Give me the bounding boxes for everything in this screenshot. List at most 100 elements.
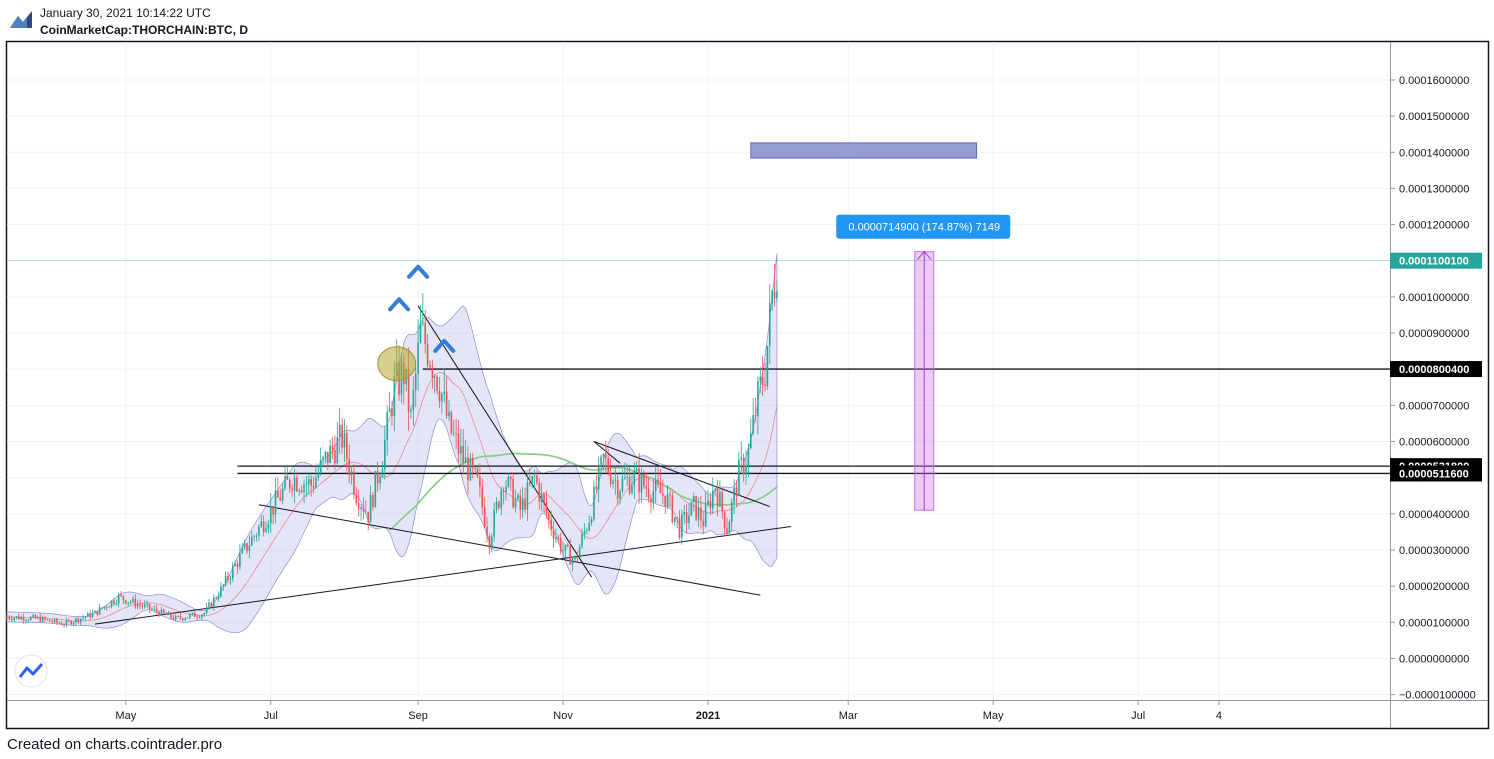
candle-body	[384, 440, 386, 470]
candle-body	[602, 454, 605, 457]
candle-body	[296, 477, 298, 492]
candle-body	[505, 486, 507, 493]
candle-body	[357, 503, 360, 510]
candle-body	[728, 522, 731, 534]
candle-body	[574, 556, 576, 560]
candle-body	[269, 506, 272, 524]
candle-body	[493, 509, 495, 537]
candle-body	[196, 616, 198, 618]
candle-body	[638, 468, 640, 493]
candle-body	[6, 616, 8, 618]
candle-body	[605, 454, 607, 459]
candle-body	[445, 391, 448, 417]
candle-body	[616, 480, 619, 499]
candle-body	[690, 501, 693, 516]
x-tick-label: Jul	[1131, 710, 1145, 722]
candle-body	[621, 478, 624, 491]
candle-body	[583, 531, 586, 535]
candle-body	[545, 501, 548, 514]
candle-body	[167, 612, 170, 615]
candle-body	[590, 519, 593, 523]
candle-body	[281, 488, 284, 501]
candle-body	[426, 344, 429, 365]
trendline-triangle-cap	[593, 441, 621, 464]
candle-body	[624, 477, 626, 479]
trend-drawings	[6, 253, 1390, 634]
candle-body	[165, 612, 168, 615]
candle-body	[229, 578, 232, 580]
candle-body	[643, 474, 645, 487]
candle-body	[521, 498, 524, 510]
candle-body	[67, 620, 70, 622]
candle-body	[250, 536, 253, 546]
candle-body	[450, 411, 453, 434]
candle-body	[730, 502, 733, 523]
candle-body	[272, 506, 274, 515]
candle-body	[564, 544, 567, 551]
candle-body	[239, 553, 241, 567]
candle-body	[578, 546, 581, 558]
candle-body	[669, 494, 671, 496]
candle-body	[246, 543, 248, 551]
candle-body	[151, 609, 153, 610]
candle-body	[32, 615, 34, 618]
candle-body	[77, 618, 80, 623]
candle-body	[740, 457, 743, 460]
bollinger-band	[6, 253, 778, 634]
candle-body	[721, 492, 724, 512]
candle-body	[117, 594, 120, 604]
candle-body	[676, 517, 678, 519]
candle-body	[319, 459, 322, 473]
candle-body	[284, 476, 286, 489]
candle-body	[343, 433, 346, 448]
price-chart[interactable]: 0.0001600000 0.0001500000 0.0001400000 0.00…	[0, 0, 1494, 730]
candle-body	[113, 600, 115, 604]
candle-body	[253, 536, 255, 538]
candle-body	[581, 534, 583, 547]
candle-body	[10, 618, 13, 620]
candle-body	[457, 433, 460, 454]
price-label: 0.0001100100	[1399, 256, 1469, 268]
x-tick-label: 4	[1216, 710, 1222, 722]
candle-body	[348, 458, 350, 476]
candle-body	[236, 563, 239, 567]
candle-body	[367, 511, 369, 523]
candle-body	[540, 494, 543, 502]
candle-body	[203, 613, 206, 615]
candle-body	[709, 500, 712, 509]
candle-body	[547, 513, 550, 520]
candle-body	[215, 597, 217, 599]
candle-body	[350, 471, 353, 476]
candle-body	[733, 487, 735, 503]
candle-body	[460, 445, 462, 454]
candle-body	[714, 488, 716, 491]
candle-body	[735, 487, 738, 496]
candle-body	[749, 433, 752, 449]
candle-body	[700, 507, 702, 521]
candle-body	[588, 522, 590, 531]
candle-body	[286, 476, 289, 480]
candle-body	[174, 616, 177, 620]
candle-body	[555, 537, 557, 539]
candle-body	[528, 482, 531, 484]
candle-body	[490, 536, 493, 549]
plot-frame	[5, 40, 1490, 730]
candle-body	[267, 523, 270, 529]
candle-body	[322, 457, 324, 460]
candle-body	[407, 369, 410, 412]
candle-body	[562, 550, 564, 552]
candle-body	[626, 477, 629, 478]
candle-body	[139, 604, 141, 606]
y-tick-label: 0.0000600000	[1399, 437, 1469, 449]
y-tick-label: 0.0001200000	[1399, 220, 1469, 232]
candle-body	[298, 490, 301, 492]
y-tick-label: 0.0000000000	[1399, 653, 1469, 665]
candle-body	[334, 450, 336, 464]
candle-body	[533, 475, 536, 477]
price-label-bg	[1390, 252, 1482, 269]
candle-body	[193, 612, 196, 617]
candle-body	[723, 511, 726, 529]
candle-body	[448, 411, 450, 417]
candle-body	[761, 377, 764, 385]
candle-body	[507, 476, 510, 487]
